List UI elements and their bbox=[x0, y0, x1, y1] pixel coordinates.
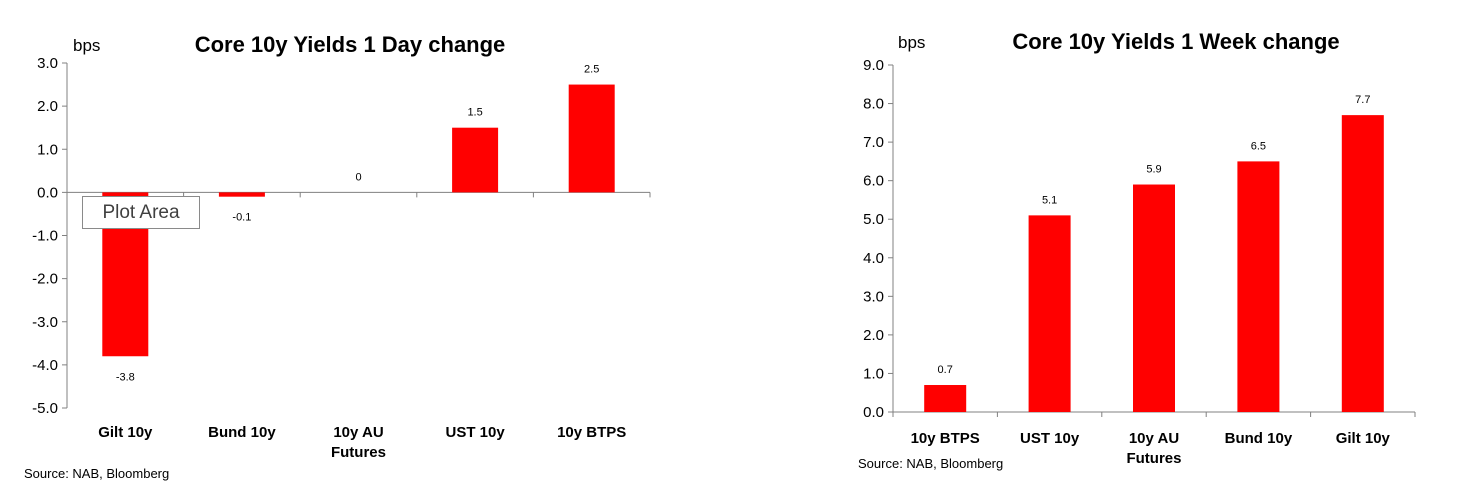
bar bbox=[1133, 184, 1175, 412]
data-label: 1.5 bbox=[467, 107, 482, 119]
bar bbox=[1237, 161, 1280, 412]
data-label: 2.5 bbox=[584, 64, 599, 76]
chart-title: Core 10y Yields 1 Day change bbox=[195, 32, 506, 57]
y-tick-label: -2.0 bbox=[32, 271, 58, 288]
data-label: 7.7 bbox=[1355, 94, 1370, 106]
y-tick-label: 6.0 bbox=[863, 173, 884, 190]
data-label: 0.7 bbox=[938, 364, 953, 376]
bar bbox=[1028, 215, 1071, 412]
chart-panel-1-day: Core 10y Yields 1 Day change bps 3.0 2.0 1.0… bbox=[0, 0, 700, 502]
y-tick-label: 0.0 bbox=[37, 184, 58, 201]
y-tick-label: 3.0 bbox=[37, 55, 58, 72]
x-category-label: UST 10y bbox=[1020, 430, 1080, 447]
y-tick-label: 9.0 bbox=[863, 57, 884, 74]
data-label: 0 bbox=[355, 171, 361, 183]
data-label: 5.1 bbox=[1042, 194, 1057, 206]
y-tick-label: 2.0 bbox=[37, 98, 58, 115]
data-label: -0.1 bbox=[232, 212, 251, 224]
y-tick-label: 7.0 bbox=[863, 134, 884, 151]
plot-area-tooltip: Plot Area bbox=[82, 196, 200, 229]
bar bbox=[452, 127, 499, 193]
x-category-label: 10y AU bbox=[333, 424, 383, 441]
bar bbox=[924, 385, 967, 412]
x-category-label: Gilt 10y bbox=[1336, 430, 1391, 447]
y-tick-label: -4.0 bbox=[32, 357, 58, 374]
x-category-label: Gilt 10y bbox=[98, 424, 153, 441]
x-category-label: Bund 10y bbox=[208, 424, 276, 441]
y-tick-label: 3.0 bbox=[863, 288, 884, 305]
x-category-label: 10y BTPS bbox=[911, 430, 980, 447]
y-unit-label: bps bbox=[73, 36, 100, 55]
x-category-label: UST 10y bbox=[445, 424, 505, 441]
y-tick-label: 5.0 bbox=[863, 211, 884, 228]
data-label: 6.5 bbox=[1251, 140, 1266, 152]
data-label: 5.9 bbox=[1146, 164, 1161, 176]
y-tick-label: 1.0 bbox=[863, 365, 884, 382]
chart-panel-1-week: Core 10y Yields 1 Week change bps 9.0 8.0 7.… bbox=[780, 0, 1458, 502]
y-tick-label: -3.0 bbox=[32, 314, 58, 331]
source-note-1-day: Source: NAB, Bloomberg bbox=[24, 466, 170, 481]
bar bbox=[1341, 115, 1384, 412]
bar bbox=[568, 84, 615, 193]
bar bbox=[218, 192, 265, 197]
y-tick-label: 2.0 bbox=[863, 327, 884, 344]
x-category-label: Futures bbox=[331, 444, 386, 461]
chart-1-day-svg: Core 10y Yields 1 Day change bps 3.0 2.0 1.0… bbox=[32, 32, 651, 461]
y-tick-label: 1.0 bbox=[37, 141, 58, 158]
x-category-label: Futures bbox=[1126, 450, 1181, 467]
y-tick-label: 4.0 bbox=[863, 250, 884, 267]
y-tick-label: 0.0 bbox=[863, 404, 884, 421]
chart-title: Core 10y Yields 1 Week change bbox=[1012, 29, 1339, 54]
source-note-1-week: Source: NAB, Bloomberg bbox=[858, 456, 1004, 471]
data-label: -3.8 bbox=[116, 371, 135, 383]
y-tick-label: -1.0 bbox=[32, 228, 58, 245]
y-unit-label: bps bbox=[898, 33, 925, 52]
x-category-label: 10y BTPS bbox=[557, 424, 626, 441]
y-tick-label: -5.0 bbox=[32, 400, 58, 417]
chart-1-week-svg: Core 10y Yields 1 Week change bps 9.0 8.0 7.… bbox=[863, 29, 1416, 467]
x-category-label: 10y AU bbox=[1129, 430, 1179, 447]
x-category-label: Bund 10y bbox=[1225, 430, 1293, 447]
y-tick-label: 8.0 bbox=[863, 96, 884, 113]
